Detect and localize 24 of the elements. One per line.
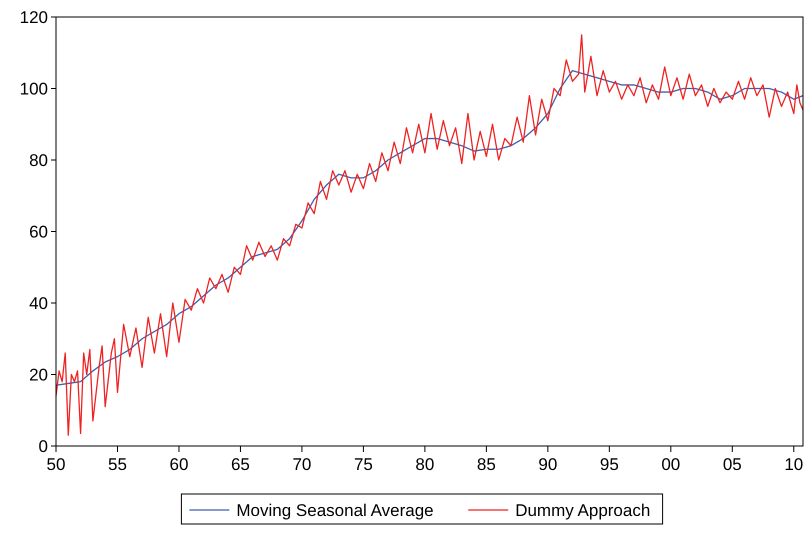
legend-label: Dummy Approach <box>515 500 650 520</box>
x-tick-label: 90 <box>538 455 558 474</box>
legend-label: Moving Seasonal Average <box>236 500 434 520</box>
x-tick-label: 80 <box>415 455 434 474</box>
line-series <box>55 34 804 436</box>
y-tick-label: 40 <box>29 294 48 313</box>
x-tick-label: 05 <box>722 455 742 474</box>
x-tick-label: 65 <box>230 455 250 474</box>
x-tick-label: 95 <box>600 455 619 474</box>
x-tick-label: 60 <box>170 455 188 474</box>
x-tick-label: 55 <box>108 455 127 474</box>
x-tick-label: 75 <box>354 455 373 474</box>
y-tick-label: 80 <box>29 150 48 170</box>
x-tick-label: 00 <box>661 455 680 474</box>
y-tick-label: 120 <box>20 8 48 27</box>
y-tick-label: 20 <box>29 365 48 384</box>
x-tick-label: 10 <box>784 455 804 474</box>
x-tick-label: 50 <box>46 455 66 474</box>
x-tick-label: 70 <box>292 455 312 474</box>
y-tick-label: 100 <box>20 79 48 98</box>
line-series <box>55 70 804 386</box>
x-tick-label: 85 <box>476 455 496 474</box>
y-tick-label: 0 <box>38 436 48 456</box>
y-tick-label: 60 <box>29 222 48 242</box>
